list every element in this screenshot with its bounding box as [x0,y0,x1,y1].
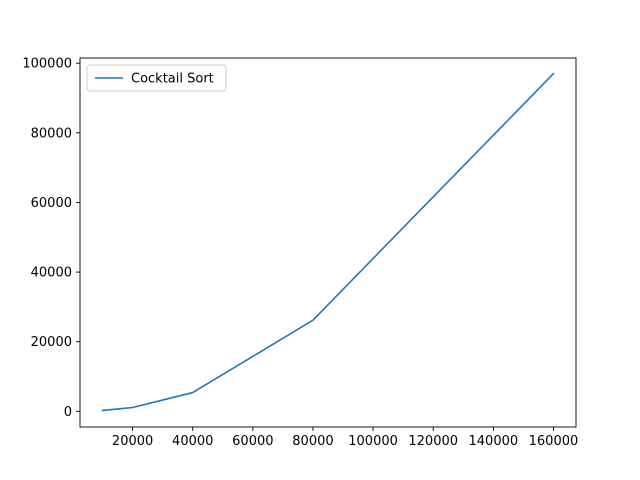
x-tick-label: 20000 [112,434,153,449]
x-tick-label: 40000 [172,434,213,449]
y-tick-label: 80000 [31,126,72,141]
x-tick-label: 100000 [348,434,398,449]
y-tick-label: 100000 [22,57,72,72]
y-tick-label: 0 [64,405,72,420]
x-tick-label: 80000 [292,434,333,449]
y-tick-label: 60000 [31,196,72,211]
axes-frame [79,57,577,428]
y-tick-label: 20000 [31,335,72,350]
axes: 20000 40000 60000 80000 100000 120000 140000 16… [22,57,578,449]
y-tick-label: 40000 [31,266,72,281]
x-tick-label: 60000 [232,434,273,449]
series-line-0 [101,72,555,412]
legend: Cocktail Sort [86,64,227,92]
x-tick-label: 140000 [469,434,519,449]
x-tick-label: 160000 [529,434,579,449]
x-tick-label: 120000 [408,434,458,449]
plot-area [101,72,555,412]
legend-label: Cocktail Sort [131,72,214,87]
legend-box [86,64,227,92]
